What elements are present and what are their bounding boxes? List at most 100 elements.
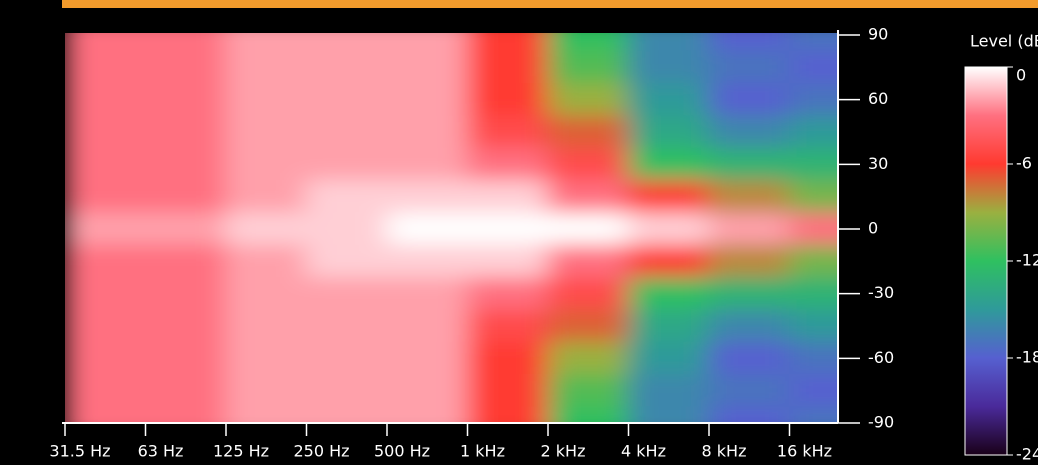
heatmap-cell bbox=[789, 147, 838, 181]
colorbar-tick-label: -6 bbox=[1016, 154, 1032, 173]
heatmap-cell bbox=[145, 341, 227, 375]
heatmap-cell bbox=[708, 341, 790, 375]
heatmap-cell bbox=[65, 147, 146, 181]
heatmap-cell bbox=[65, 33, 146, 52]
heatmap-cell bbox=[628, 115, 710, 149]
heatmap-cell bbox=[225, 147, 307, 181]
heatmap-cell bbox=[467, 341, 549, 375]
heatmap-cell bbox=[708, 277, 790, 311]
heatmap-cell bbox=[547, 147, 629, 181]
heatmap-cell bbox=[708, 50, 790, 84]
heatmap-cell bbox=[225, 406, 307, 423]
heatmap-cell bbox=[306, 277, 388, 311]
heatmap-cell bbox=[789, 83, 838, 117]
heatmap-cell bbox=[65, 406, 146, 423]
heatmap-cell bbox=[708, 180, 790, 214]
heatmap-cell bbox=[386, 277, 468, 311]
heatmap-cell bbox=[708, 115, 790, 149]
heatmap-cell bbox=[547, 50, 629, 84]
heatmap-cell bbox=[306, 244, 388, 278]
heatmap-cell bbox=[145, 83, 227, 117]
heatmap-cell bbox=[145, 244, 227, 278]
heatmap-cell bbox=[225, 180, 307, 214]
heatmap-cell bbox=[547, 33, 629, 52]
heatmap-cell bbox=[145, 115, 227, 149]
heatmap-cell bbox=[547, 180, 629, 214]
heatmap-cell bbox=[145, 147, 227, 181]
heatmap-cell bbox=[65, 341, 146, 375]
y-tick-label: 60 bbox=[868, 89, 888, 108]
heatmap-cell bbox=[225, 33, 307, 52]
heatmap-cell bbox=[386, 244, 468, 278]
heatmap-cell bbox=[467, 147, 549, 181]
heatmap-cell bbox=[225, 83, 307, 117]
heatmap-cell bbox=[628, 341, 710, 375]
heatmap-cell bbox=[628, 180, 710, 214]
heatmap-cell bbox=[628, 244, 710, 278]
heatmap-cell bbox=[467, 374, 549, 408]
heatmap-cell bbox=[628, 33, 710, 52]
colorbar-tick-label: -12 bbox=[1016, 251, 1038, 270]
heatmap-cell bbox=[306, 212, 388, 246]
heatmap-cell bbox=[708, 147, 790, 181]
x-tick-label: 16 kHz bbox=[777, 442, 832, 461]
x-tick-label: 1 kHz bbox=[460, 442, 505, 461]
heatmap-cell bbox=[547, 406, 629, 423]
heatmap-cell bbox=[628, 212, 710, 246]
heatmap-cell bbox=[386, 374, 468, 408]
heatmap-cell bbox=[708, 33, 790, 52]
heatmap-cell bbox=[789, 244, 838, 278]
colorbar bbox=[964, 66, 1008, 456]
heatmap-cell bbox=[145, 180, 227, 214]
colorbar-tick-label: -18 bbox=[1016, 348, 1038, 367]
heatmap-cell bbox=[65, 374, 146, 408]
heatmap-cell bbox=[386, 50, 468, 84]
heatmap-cell bbox=[708, 309, 790, 343]
heatmap-cell bbox=[789, 33, 838, 52]
heatmap-cell bbox=[789, 50, 838, 84]
y-tick-label: -60 bbox=[868, 348, 894, 367]
heatmap-cell bbox=[547, 83, 629, 117]
heatmap-cell bbox=[467, 115, 549, 149]
heatmap-cell bbox=[467, 244, 549, 278]
heatmap-cell bbox=[386, 115, 468, 149]
heatmap-cell bbox=[547, 277, 629, 311]
heatmap-cell bbox=[306, 180, 388, 214]
heatmap bbox=[65, 33, 838, 423]
heatmap-cell bbox=[789, 277, 838, 311]
heatmap-cell bbox=[225, 309, 307, 343]
heatmap-cell bbox=[225, 341, 307, 375]
heatmap-cell bbox=[225, 277, 307, 311]
heatmap-cell bbox=[65, 50, 146, 84]
x-tick-label: 250 Hz bbox=[293, 442, 349, 461]
heatmap-cell bbox=[225, 212, 307, 246]
header-bar bbox=[62, 0, 1038, 8]
heatmap-cell bbox=[386, 406, 468, 423]
heatmap-cell bbox=[789, 406, 838, 423]
heatmap-cell bbox=[225, 244, 307, 278]
heatmap-cell bbox=[306, 147, 388, 181]
colorbar-title: Level (dB) bbox=[970, 32, 1038, 51]
colorbar-tick-label: 0 bbox=[1016, 66, 1026, 85]
heatmap-cell bbox=[467, 180, 549, 214]
heatmap-cell bbox=[789, 180, 838, 214]
heatmap-cell bbox=[65, 309, 146, 343]
heatmap-cell bbox=[467, 50, 549, 84]
heatmap-cell bbox=[467, 33, 549, 52]
x-tick-label: 2 kHz bbox=[541, 442, 586, 461]
heatmap-cell bbox=[467, 309, 549, 343]
heatmap-cell bbox=[467, 83, 549, 117]
heatmap-cell bbox=[145, 212, 227, 246]
colorbar-tick-label: -24 bbox=[1016, 445, 1038, 464]
heatmap-cell bbox=[708, 212, 790, 246]
heatmap-cell bbox=[708, 83, 790, 117]
heatmap-cell bbox=[65, 115, 146, 149]
y-tick-label: -90 bbox=[868, 413, 894, 432]
x-tick-label: 31.5 Hz bbox=[49, 442, 110, 461]
heatmap-cell bbox=[65, 277, 146, 311]
heatmap-cell bbox=[467, 212, 549, 246]
heatmap-cell bbox=[145, 50, 227, 84]
heatmap-cell bbox=[306, 341, 388, 375]
heatmap-cell bbox=[225, 374, 307, 408]
